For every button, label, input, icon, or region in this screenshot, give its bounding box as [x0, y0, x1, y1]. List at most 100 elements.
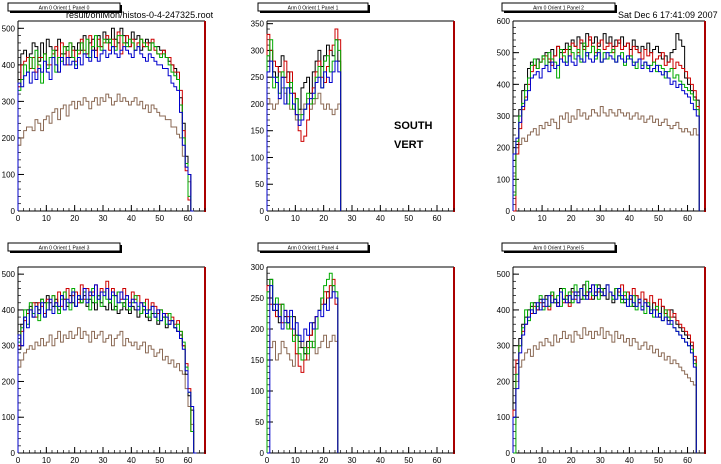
panel-0-xtick-label: 60	[184, 214, 193, 223]
panel-0-series-3-line	[17, 46, 194, 212]
panel-4-xtick-label: 40	[376, 456, 385, 464]
panel-3-xtick-label: 60	[184, 456, 193, 464]
panel-2-ytick-label: 500	[497, 49, 511, 58]
panel-3-series-3-line	[17, 284, 197, 454]
panel-2-xtick-label: 10	[538, 214, 547, 223]
panel-2-xtick-label: 20	[567, 214, 576, 223]
panel-1-ytick-label: 350	[251, 20, 265, 29]
panel-4-ytick-label: 300	[251, 263, 265, 272]
panel-1-ytick-label: 150	[251, 127, 265, 136]
panel-4-series-1-line	[266, 278, 339, 453]
panel-2-xtick-label: 0	[511, 214, 516, 223]
annotation-south: SOUTH	[394, 120, 433, 132]
panel-5-ytick-label: 400	[497, 306, 511, 315]
panel-1-ytick-label: 250	[251, 73, 265, 82]
panel-5-xtick-label: 30	[596, 456, 605, 464]
panel-2-ytick-label: 200	[497, 144, 511, 153]
panel-0-series-4-line	[17, 93, 194, 212]
panel-0-xtick-label: 10	[42, 214, 51, 223]
panel-5-series-2-line	[513, 280, 697, 454]
panel-2-xtick-label: 30	[596, 214, 605, 223]
panel-3-xtick-label: 0	[16, 456, 21, 464]
panel-4-series-0-line	[266, 278, 339, 453]
panel-4-xtick-label: 0	[265, 456, 270, 464]
panel-0-series-1-line	[17, 31, 194, 212]
panel-0-xtick-label: 40	[127, 214, 136, 223]
panel-1-xtick-label: 20	[319, 214, 328, 223]
panel-4-ytick-label: 100	[251, 387, 265, 396]
panel-4-xtick-label: 20	[319, 456, 328, 464]
panel-3-title: Arm 0 Orient 1 Panel 3	[39, 246, 90, 252]
panel-5-xtick-label: 60	[683, 456, 692, 464]
panel-1-title: Arm 0 Orient 1 Panel 1	[288, 6, 339, 12]
panel-1-series-4-line	[266, 87, 342, 211]
panel-4-title-box	[257, 242, 369, 252]
panel-5-title: Arm 0 Orient 1 Panel 5	[533, 246, 584, 252]
panel-0-title: Arm 0 Orient 1 Panel 0	[39, 6, 90, 12]
panel-1-xtick-label: 0	[265, 214, 270, 223]
panel-0-xtick-label: 0	[16, 214, 21, 223]
panel-0-series-2-line	[17, 35, 194, 212]
panel-5-xtick-label: 10	[538, 456, 547, 464]
panel-1-series-2-line	[266, 39, 342, 211]
panel-3-xtick-label: 50	[155, 456, 164, 464]
panel-2-ytick-label: 0	[506, 207, 511, 216]
panel-5-xtick-label: 20	[567, 456, 576, 464]
panel-4-ytick-label: 200	[251, 325, 265, 334]
panel-0-ytick-label: 300	[2, 97, 16, 106]
panel-1-ytick-label: 300	[251, 46, 265, 55]
panel-2-ytick-label: 400	[497, 80, 511, 89]
panel-5-ytick-label: 100	[497, 413, 511, 422]
panel-2-ytick-label: 300	[497, 112, 511, 121]
panel-3-xtick-label: 40	[127, 456, 136, 464]
panel-2-title-box	[501, 2, 616, 12]
panel-3-ytick-label: 400	[2, 306, 16, 315]
panel-4-xtick-label: 50	[404, 456, 413, 464]
panel-1-xtick-label: 30	[348, 214, 357, 223]
panel-5-ytick-label: 0	[506, 449, 511, 458]
panel-5-series-3-line	[512, 284, 697, 453]
panel-2-series-3-line	[512, 52, 700, 211]
panel-0-ytick-label: 0	[11, 207, 16, 216]
file-label: result/onlMon/histos-0-4-247325.root	[66, 10, 214, 20]
panel-5-title-box	[501, 242, 616, 252]
panel-3-title-box	[7, 242, 121, 252]
panel-1-xtick-label: 40	[376, 214, 385, 223]
panel-4-title: Arm 0 Orient 1 Panel 4	[288, 246, 339, 252]
panel-4-xtick-label: 60	[433, 456, 442, 464]
panel-5-xtick-label: 50	[654, 456, 663, 464]
panel-3-series-4-line	[17, 327, 197, 454]
panel-1-ytick-label: 200	[251, 100, 265, 109]
panel-1-ytick-label: 0	[260, 207, 265, 216]
panel-2-ytick-label: 100	[497, 175, 511, 184]
date-label: Sat Dec 6 17:41:09 2007	[618, 10, 718, 20]
panel-5-xtick-label: 40	[625, 456, 634, 464]
panel-3-xtick-label: 30	[99, 456, 108, 464]
panel-3-ytick-label: 200	[2, 377, 16, 386]
panel-3-ytick-label: 300	[2, 342, 16, 351]
panel-0-ytick-label: 100	[2, 170, 16, 179]
panel-5-ytick-label: 300	[497, 342, 511, 351]
annotation-vert: VERT	[394, 139, 424, 151]
panel-2-ytick-label: 600	[497, 17, 511, 26]
panel-1-ytick-label: 100	[251, 153, 265, 162]
panel-0-title-box	[7, 2, 121, 12]
panel-4-xtick-label: 10	[291, 456, 300, 464]
panel-3-xtick-label: 20	[70, 456, 79, 464]
panel-3-xtick-label: 10	[42, 456, 51, 464]
panel-0-ytick-label: 200	[2, 134, 16, 143]
panel-4-ytick-label: 0	[260, 449, 265, 458]
panel-4-ytick-label: 250	[251, 294, 265, 303]
panel-2-series-2-line	[512, 42, 700, 211]
panel-3-series-2-line	[17, 287, 197, 454]
panel-2-xtick-label: 40	[625, 214, 634, 223]
panel-5-xtick-label: 0	[511, 456, 516, 464]
panel-4-ytick-label: 150	[251, 356, 265, 365]
panel-2-series-4-line	[512, 106, 700, 211]
panel-4-ytick-label: 50	[255, 418, 264, 427]
panel-1-xtick-label: 50	[404, 214, 413, 223]
panel-1-xtick-label: 60	[433, 214, 442, 223]
panel-1-ytick-label: 50	[255, 180, 264, 189]
panel-1-xtick-label: 10	[291, 214, 300, 223]
